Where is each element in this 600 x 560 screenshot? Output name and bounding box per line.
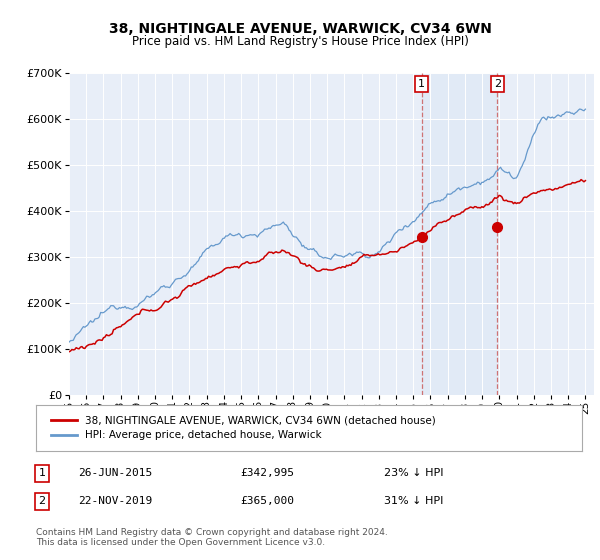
Text: 2: 2 xyxy=(494,79,501,89)
Bar xyxy=(422,73,497,395)
Text: 26-JUN-2015: 26-JUN-2015 xyxy=(78,468,152,478)
Text: 31% ↓ HPI: 31% ↓ HPI xyxy=(384,496,443,506)
Text: 38, NIGHTINGALE AVENUE, WARWICK, CV34 6WN: 38, NIGHTINGALE AVENUE, WARWICK, CV34 6W… xyxy=(109,22,491,36)
Text: Contains HM Land Registry data © Crown copyright and database right 2024.
This d: Contains HM Land Registry data © Crown c… xyxy=(36,528,388,547)
Text: £342,995: £342,995 xyxy=(240,468,294,478)
Text: 1: 1 xyxy=(38,468,46,478)
Text: 23% ↓ HPI: 23% ↓ HPI xyxy=(384,468,443,478)
Text: Price paid vs. HM Land Registry's House Price Index (HPI): Price paid vs. HM Land Registry's House … xyxy=(131,35,469,48)
Text: £365,000: £365,000 xyxy=(240,496,294,506)
Text: 22-NOV-2019: 22-NOV-2019 xyxy=(78,496,152,506)
Legend: 38, NIGHTINGALE AVENUE, WARWICK, CV34 6WN (detached house), HPI: Average price, : 38, NIGHTINGALE AVENUE, WARWICK, CV34 6W… xyxy=(47,411,440,445)
Text: 1: 1 xyxy=(418,79,425,89)
Text: 2: 2 xyxy=(38,496,46,506)
